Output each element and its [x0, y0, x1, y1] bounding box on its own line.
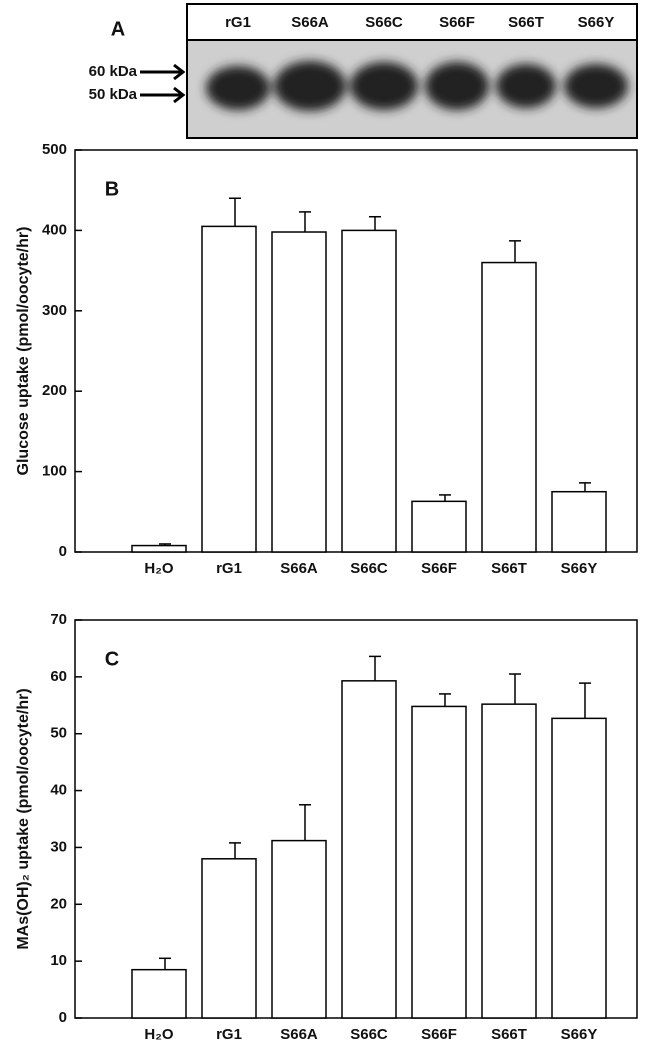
bar — [271, 839, 327, 1019]
y-tick-label: 100 — [42, 463, 67, 480]
y-tick-label: 300 — [42, 302, 67, 319]
lane-label: S66F — [439, 14, 475, 31]
y-tick-label: 40 — [50, 782, 67, 799]
y-tick-label: 0 — [59, 1009, 67, 1026]
panel-label: B — [105, 178, 119, 200]
bar — [481, 261, 537, 553]
x-tick-label: S66A — [280, 560, 318, 577]
x-tick-label: S66Y — [561, 1026, 598, 1043]
marker-label: 50 kDa — [89, 86, 138, 103]
x-tick-label: S66Y — [561, 560, 598, 577]
x-tick-label: H₂O — [144, 1026, 173, 1043]
x-tick-label: rG1 — [216, 1026, 242, 1043]
panel-label: C — [105, 648, 119, 670]
y-tick-label: 70 — [50, 611, 67, 628]
marker-label: 60 kDa — [89, 63, 138, 80]
x-tick-label: S66T — [491, 560, 527, 577]
x-tick-label: S66A — [280, 1026, 318, 1043]
x-tick-label: S66F — [421, 1026, 457, 1043]
marker-arrows — [140, 63, 186, 104]
bar — [131, 968, 187, 1019]
bar — [201, 858, 257, 1019]
bands — [206, 61, 628, 111]
y-tick-label: 10 — [50, 952, 67, 969]
x-tick-label: S66C — [350, 560, 388, 577]
bar — [551, 490, 607, 553]
bar — [201, 225, 257, 553]
lane-label: S66C — [365, 14, 403, 31]
y-tick-label: 20 — [50, 895, 67, 912]
bar — [341, 229, 397, 553]
y-tick-label: 60 — [50, 668, 67, 685]
blot-panel: A — [111, 3, 638, 139]
bar — [411, 500, 467, 553]
x-tick-label: rG1 — [216, 560, 242, 577]
lane-label: S66A — [291, 14, 329, 31]
lane-label: S66T — [508, 14, 544, 31]
bar — [411, 705, 467, 1019]
x-tick-label: S66F — [421, 560, 457, 577]
bar — [271, 231, 327, 553]
lane-label: rG1 — [225, 14, 251, 31]
y-tick-label: 0 — [59, 543, 67, 560]
bar — [131, 544, 187, 553]
lane-label: S66Y — [578, 14, 615, 31]
y-axis-title: Glucose uptake (pmol/oocyte/hr) — [15, 227, 32, 476]
bar — [481, 703, 537, 1019]
y-tick-label: 400 — [42, 221, 67, 238]
bar — [551, 717, 607, 1019]
y-tick-label: 200 — [42, 382, 67, 399]
x-tick-label: H₂O — [144, 560, 173, 577]
bar — [341, 680, 397, 1019]
lane-header — [186, 3, 638, 41]
x-tick-label: S66T — [491, 1026, 527, 1043]
y-tick-label: 500 — [42, 141, 67, 158]
y-tick-label: 30 — [50, 838, 67, 855]
panel-label: A — [111, 18, 125, 40]
y-tick-label: 50 — [50, 725, 67, 742]
x-tick-label: S66C — [350, 1026, 388, 1043]
y-axis-title: MAs(OH)₂ uptake (pmol/oocyte/hr) — [15, 688, 32, 949]
